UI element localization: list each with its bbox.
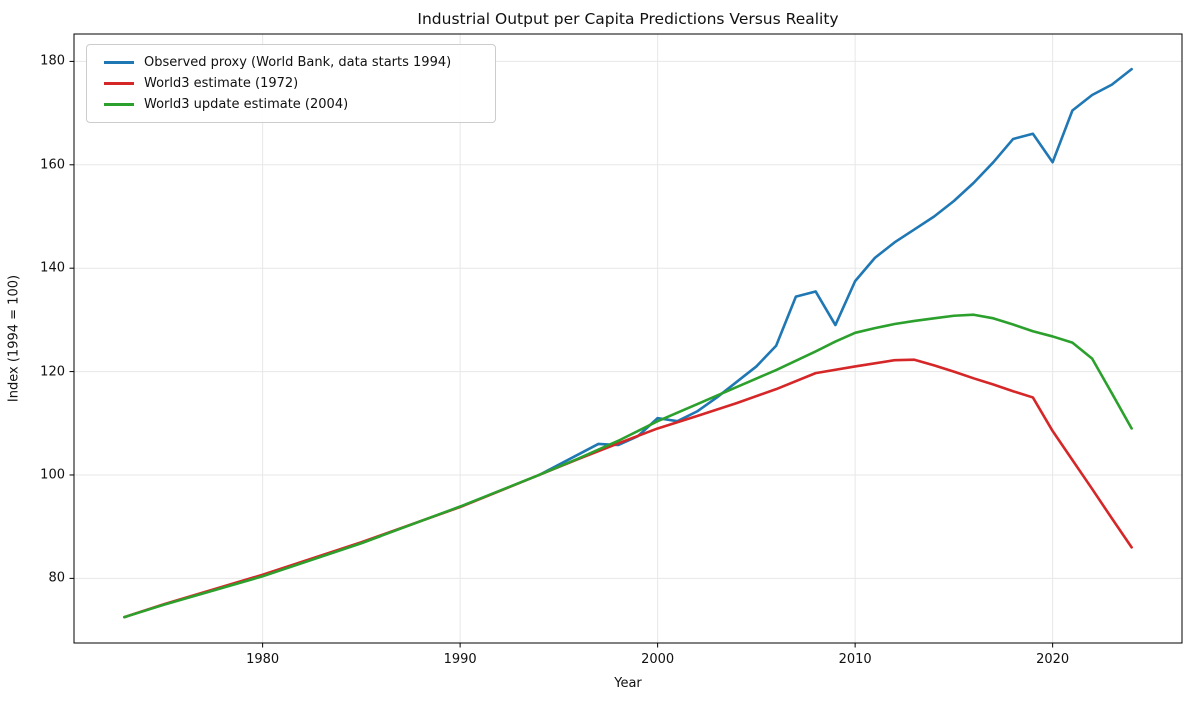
y-tick-label: 160 [40, 157, 65, 173]
series-line-world3-2004 [123, 313, 1133, 619]
legend-label: World3 update estimate (2004) [144, 97, 349, 112]
legend-line-swatch [104, 61, 134, 64]
y-tick-label: 80 [48, 570, 65, 586]
axes-spines [73, 33, 1183, 644]
chart-title: Industrial Output per Capita Predictions… [417, 10, 839, 28]
legend-item-1: World3 estimate (1972) [95, 73, 485, 94]
x-axis-label: Year [614, 676, 642, 691]
legend-label: Observed proxy (World Bank, data starts … [144, 55, 452, 70]
y-tick-label: 100 [40, 467, 65, 483]
legend-item-0: Observed proxy (World Bank, data starts … [95, 52, 485, 73]
y-tick-label: 140 [40, 260, 65, 276]
legend-line-swatch [104, 82, 134, 85]
x-tick-label: 1990 [443, 652, 477, 667]
y-axis-label: Index (1994 = 100) [6, 274, 22, 403]
x-tick-label: 1980 [246, 652, 280, 667]
legend-line-swatch [104, 103, 134, 106]
legend-label: World3 estimate (1972) [144, 76, 299, 91]
x-tick-label: 2010 [838, 652, 872, 667]
x-tick-label: 2020 [1036, 652, 1070, 667]
y-tick-label: 120 [40, 364, 65, 380]
x-tick-label: 2000 [641, 652, 675, 667]
y-tick-label: 180 [40, 53, 65, 69]
legend: Observed proxy (World Bank, data starts … [86, 44, 496, 123]
legend-item-2: World3 update estimate (2004) [95, 94, 485, 115]
